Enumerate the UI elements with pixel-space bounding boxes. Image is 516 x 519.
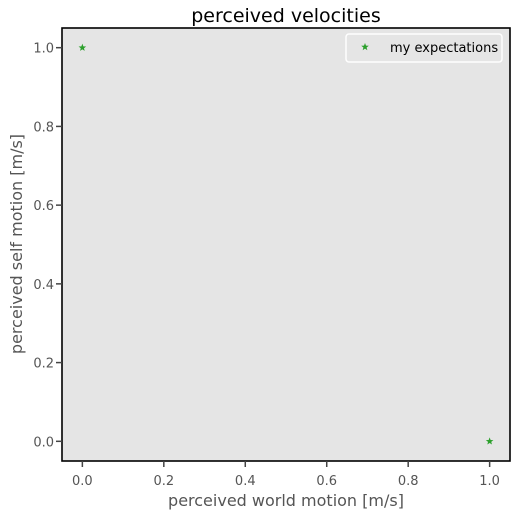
y-tick-label: 0.0 bbox=[33, 435, 54, 450]
x-tick-label: 0.6 bbox=[316, 474, 337, 489]
y-tick-label: 1.0 bbox=[33, 42, 54, 57]
x-axis: 0.0 0.2 0.4 0.6 0.8 1.0 bbox=[72, 461, 500, 489]
y-tick-label: 0.2 bbox=[33, 357, 54, 372]
data-point-star bbox=[485, 437, 494, 445]
plot-area bbox=[61, 27, 511, 462]
y-tick-label: 0.6 bbox=[33, 199, 54, 214]
legend-label: my expectations bbox=[390, 41, 498, 56]
y-tick-label: 0.8 bbox=[33, 120, 54, 135]
data-points bbox=[78, 43, 494, 445]
x-axis-label: perceived world motion [m/s] bbox=[168, 491, 404, 510]
legend: my expectations bbox=[345, 33, 503, 63]
data-point-star bbox=[78, 43, 87, 51]
y-axis-label: perceived self motion [m/s] bbox=[7, 134, 26, 354]
x-tick-label: 0.4 bbox=[235, 474, 256, 489]
y-axis: 0.0 0.2 0.4 0.6 0.8 1.0 bbox=[33, 42, 62, 450]
x-tick-label: 1.0 bbox=[479, 474, 500, 489]
legend-marker-icon bbox=[361, 43, 369, 51]
x-tick-label: 0.2 bbox=[153, 474, 174, 489]
legend-star-icon bbox=[361, 43, 369, 51]
legend-box bbox=[345, 33, 503, 63]
y-tick-label: 0.4 bbox=[33, 278, 54, 293]
chart-title: perceived velocities bbox=[191, 5, 380, 27]
x-tick-label: 0.0 bbox=[72, 474, 93, 489]
x-tick-label: 0.8 bbox=[398, 474, 419, 489]
